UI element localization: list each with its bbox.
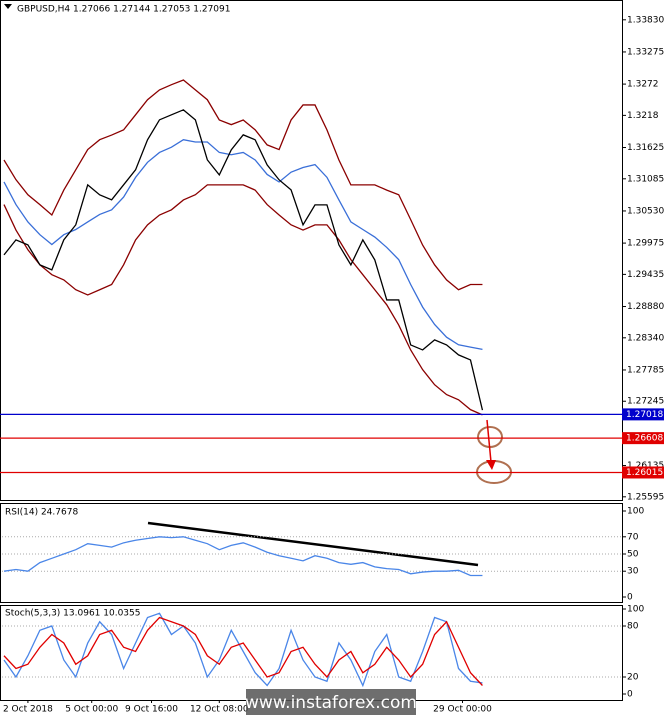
arrow <box>486 419 492 463</box>
watermark-box <box>246 689 416 715</box>
x-tick-label: 9 Oct 16:00 <box>125 705 178 715</box>
y-tick-label: 1.31085 <box>627 174 664 184</box>
panel-arrow <box>4 4 12 9</box>
y-tick-label: 1.27245 <box>627 397 664 407</box>
y-tick-label: 1.30530 <box>627 206 664 216</box>
level-label-box <box>622 408 664 421</box>
y-tick-label: 0 <box>627 690 633 700</box>
y-tick-label: 1.28340 <box>627 333 664 343</box>
y-tick-label: 1.3272 <box>627 80 659 90</box>
y-tick-label: 80 <box>627 622 639 632</box>
y-tick-label: 1.3218 <box>627 111 659 121</box>
price-panel <box>0 0 623 501</box>
x-tick-label: 12 Oct 08:00 <box>190 705 249 715</box>
y-tick-label: 30 <box>627 567 639 577</box>
y-tick-label: 1.29435 <box>627 270 664 280</box>
y-tick-label: 70 <box>627 532 639 542</box>
series-line <box>3 616 483 686</box>
y-tick-label: 0 <box>627 593 633 603</box>
y-tick-label: 20 <box>627 673 639 683</box>
arrow-head <box>486 460 496 470</box>
series-line <box>3 109 484 411</box>
price-title: GBPUSD,H4 1.27066 1.27144 1.27053 1.2709… <box>17 5 230 15</box>
series-line <box>3 139 483 351</box>
y-tick-label: 1.29975 <box>627 239 664 249</box>
series-line <box>3 79 483 291</box>
level-label-box <box>622 432 664 445</box>
level-label-box <box>622 466 664 479</box>
series-line <box>3 536 483 577</box>
rsi-panel <box>0 503 623 603</box>
x-tick-label: 2 Oct 2018 <box>3 705 53 715</box>
level-label: 1.26608 <box>626 434 663 444</box>
y-tick-label: 100 <box>627 605 644 615</box>
plot-layer: 1.33830 1.33275 1.3272 1.3218 1.31625 1.31085… <box>0 15 664 715</box>
y-tick-label: 1.27785 <box>627 365 664 375</box>
y-tick-label: 1.26135 <box>627 461 664 471</box>
rsi-title: RSI(14) 24.7678 <box>5 508 78 518</box>
level-label: 1.26015 <box>626 468 663 478</box>
rsi-trendline <box>147 521 479 567</box>
y-tick-label: 1.28880 <box>627 302 664 312</box>
y-tick-label: 100 <box>627 507 644 517</box>
y-tick-label: 1.33830 <box>627 15 664 25</box>
y-tick-label: 1.31625 <box>627 143 664 153</box>
series-line <box>3 612 483 688</box>
y-tick-label: 50 <box>627 550 639 560</box>
stoch-title: Stoch(5,3,3) 13.0961 10.0355 <box>5 609 140 619</box>
y-tick-label: 1.33275 <box>627 47 664 57</box>
level-label: 1.27018 <box>626 410 663 420</box>
series-line <box>3 184 483 416</box>
y-tick-label: 1.25595 <box>627 492 664 502</box>
x-tick-label: 29 Oct 00:00 <box>433 705 492 715</box>
x-tick-label: 5 Oct 00:00 <box>65 705 118 715</box>
watermark: www.instaforex.com <box>245 693 417 713</box>
